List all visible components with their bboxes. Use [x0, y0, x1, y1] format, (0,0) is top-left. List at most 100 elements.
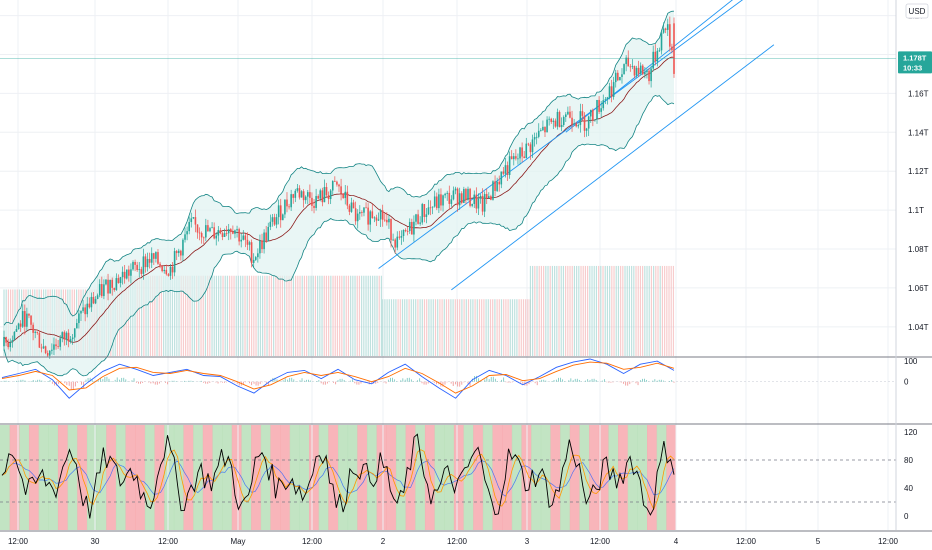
- candle-body[interactable]: [240, 239, 243, 242]
- candle-body[interactable]: [527, 143, 530, 145]
- candle-body[interactable]: [26, 313, 28, 327]
- candle-body[interactable]: [400, 235, 403, 238]
- candle-body[interactable]: [552, 120, 555, 122]
- candle-body[interactable]: [483, 193, 486, 212]
- candle-body[interactable]: [450, 199, 453, 204]
- candle-body[interactable]: [121, 271, 124, 278]
- candle-body[interactable]: [581, 111, 584, 116]
- candle-body[interactable]: [446, 192, 448, 194]
- candle-body[interactable]: [275, 217, 278, 225]
- candle-body[interactable]: [517, 158, 519, 160]
- candle-body[interactable]: [327, 195, 330, 200]
- candle-body[interactable]: [161, 266, 163, 272]
- candle-body[interactable]: [500, 171, 503, 185]
- candle-body[interactable]: [117, 278, 120, 283]
- candle-body[interactable]: [515, 156, 517, 159]
- candle-body[interactable]: [180, 250, 182, 256]
- candle-body[interactable]: [465, 189, 467, 200]
- candle-body[interactable]: [306, 192, 309, 197]
- candle-body[interactable]: [377, 219, 380, 221]
- candle-body[interactable]: [506, 165, 509, 176]
- candle-body[interactable]: [666, 24, 669, 30]
- candle-body[interactable]: [413, 221, 415, 235]
- candle-body[interactable]: [263, 232, 265, 250]
- candle-body[interactable]: [230, 229, 232, 232]
- candle-body[interactable]: [317, 196, 319, 199]
- candle-body[interactable]: [417, 214, 419, 224]
- candle-body[interactable]: [321, 190, 324, 203]
- candle-body[interactable]: [9, 342, 12, 348]
- candle-body[interactable]: [302, 191, 305, 201]
- candle-body[interactable]: [406, 231, 409, 232]
- candle-body[interactable]: [485, 193, 488, 199]
- candle-body[interactable]: [589, 109, 592, 117]
- candle-body[interactable]: [637, 67, 640, 74]
- candle-body[interactable]: [315, 196, 317, 208]
- candle-body[interactable]: [531, 139, 534, 153]
- candle-body[interactable]: [96, 295, 99, 300]
- candle-body[interactable]: [390, 218, 392, 241]
- candle-body[interactable]: [646, 70, 648, 73]
- candle-body[interactable]: [207, 225, 209, 232]
- candle-body[interactable]: [311, 197, 313, 206]
- candle-body[interactable]: [198, 232, 201, 234]
- candle-body[interactable]: [458, 193, 461, 206]
- candle-body[interactable]: [28, 313, 30, 316]
- candle-body[interactable]: [94, 299, 97, 304]
- candle-body[interactable]: [411, 221, 413, 235]
- candle-body[interactable]: [396, 236, 399, 248]
- candle-body[interactable]: [267, 226, 270, 241]
- candle-body[interactable]: [163, 269, 166, 272]
- candle-body[interactable]: [53, 344, 55, 350]
- candle-body[interactable]: [277, 205, 280, 218]
- candle-body[interactable]: [40, 347, 43, 349]
- candle-body[interactable]: [623, 64, 625, 75]
- candle-body[interactable]: [175, 251, 178, 254]
- candle-body[interactable]: [24, 311, 26, 327]
- candle-body[interactable]: [373, 217, 376, 219]
- candle-body[interactable]: [386, 219, 388, 223]
- candle-body[interactable]: [65, 332, 68, 340]
- candle-body[interactable]: [641, 65, 644, 75]
- candle-body[interactable]: [5, 336, 7, 343]
- candle-body[interactable]: [232, 231, 234, 234]
- candle-body[interactable]: [510, 156, 513, 160]
- candle-body[interactable]: [423, 204, 426, 217]
- candle-body[interactable]: [284, 199, 286, 215]
- candle-body[interactable]: [282, 214, 284, 221]
- candle-body[interactable]: [469, 188, 471, 206]
- candle-body[interactable]: [128, 269, 130, 276]
- candle-body[interactable]: [115, 278, 118, 290]
- candle-body[interactable]: [234, 230, 236, 234]
- candle-body[interactable]: [46, 353, 49, 356]
- candle-body[interactable]: [304, 196, 307, 201]
- candle-body[interactable]: [579, 111, 582, 125]
- candle-body[interactable]: [202, 237, 205, 239]
- candle-body[interactable]: [271, 217, 274, 222]
- candle-body[interactable]: [84, 307, 86, 315]
- candle-body[interactable]: [375, 217, 378, 221]
- candle-body[interactable]: [146, 258, 149, 268]
- candle-body[interactable]: [415, 214, 417, 222]
- candle-body[interactable]: [498, 181, 501, 185]
- candle-body[interactable]: [427, 207, 430, 215]
- candle-body[interactable]: [577, 124, 580, 127]
- candle-body[interactable]: [669, 24, 671, 47]
- candle-body[interactable]: [558, 111, 561, 128]
- candle-body[interactable]: [294, 190, 297, 198]
- candle-body[interactable]: [398, 236, 401, 238]
- candle-body[interactable]: [82, 307, 84, 311]
- candle-body[interactable]: [492, 181, 494, 200]
- candle-body[interactable]: [383, 219, 386, 221]
- candle-body[interactable]: [490, 196, 492, 200]
- candle-body[interactable]: [177, 250, 180, 254]
- candle-body[interactable]: [32, 324, 34, 333]
- signal-line[interactable]: [1, 361, 675, 394]
- candle-body[interactable]: [346, 191, 349, 206]
- candle-body[interactable]: [644, 72, 646, 75]
- candle-body[interactable]: [265, 232, 267, 241]
- candle-body[interactable]: [329, 190, 332, 200]
- candle-body[interactable]: [365, 207, 367, 209]
- candle-body[interactable]: [194, 217, 197, 225]
- candle-body[interactable]: [352, 202, 355, 209]
